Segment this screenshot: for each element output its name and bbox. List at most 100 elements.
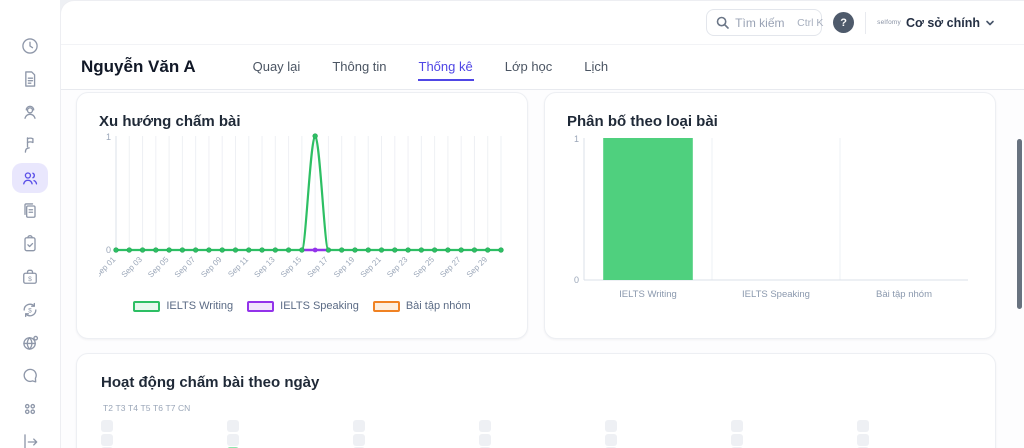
- heatmap-cell: [101, 433, 113, 446]
- weekday-label: T5: [140, 403, 151, 413]
- tab-thong-ke[interactable]: Thống kê: [417, 54, 474, 81]
- svg-text:Sep 17: Sep 17: [306, 255, 331, 280]
- weekday-label: T3: [115, 403, 126, 413]
- activity-heatmap-card: Hoạt động chấm bài theo ngày T2 T3 T4 T5 T6 T…: [76, 353, 996, 448]
- svg-text:Sep 13: Sep 13: [252, 255, 277, 280]
- tab-lop-hoc[interactable]: Lớp học: [504, 58, 553, 74]
- globe-gear-icon[interactable]: [12, 333, 48, 353]
- svg-text:Sep 25: Sep 25: [412, 255, 437, 280]
- page-title: Nguyễn Văn A: [81, 57, 196, 76]
- svg-text:Sep 27: Sep 27: [438, 255, 463, 280]
- clipboard-check-icon[interactable]: [12, 234, 48, 254]
- trend-chart-card: Xu hướng chấm bài 1 0 Sep 01 Sep 03 Sep 05 Se…: [76, 92, 528, 339]
- top-header: Ctrl K ? selfomy Cơ sở chính: [61, 1, 1024, 45]
- heatmap-cell: [731, 433, 743, 446]
- weekday-label: T6: [153, 403, 163, 413]
- brand-logo: selfomy: [877, 19, 901, 26]
- logout-icon[interactable]: [12, 432, 48, 448]
- legend-label: IELTS Speaking: [280, 300, 359, 312]
- help-button[interactable]: ?: [833, 12, 855, 33]
- chevron-down-icon: [986, 20, 994, 25]
- svg-text:Sep 23: Sep 23: [385, 255, 410, 280]
- activity-heatmap-title: Hoạt động chấm bài theo ngày: [101, 374, 320, 391]
- org-selector-label: Cơ sở chính: [905, 15, 980, 30]
- svg-text:$: $: [28, 307, 32, 314]
- svg-text:IELTS Speaking: IELTS Speaking: [742, 289, 810, 300]
- weekday-label: T7: [165, 403, 176, 413]
- search-input[interactable]: [735, 15, 792, 30]
- heatmap-cell: [605, 420, 617, 432]
- tabs-row: Nguyễn Văn A Quay lại Thông tin Thống kê…: [61, 45, 1024, 90]
- distribution-chart-card: Phân bố theo loại bài 1 0 IELTS Writing IEL…: [544, 92, 996, 339]
- heatmap-column: [857, 420, 869, 448]
- org-selector[interactable]: selfomy Cơ sở chính: [877, 16, 995, 30]
- tab-quay-lai[interactable]: Quay lại: [252, 58, 301, 74]
- briefcase-dollar-icon[interactable]: $: [12, 267, 48, 287]
- sidebar: $ $: [0, 0, 60, 448]
- weekday-label: CN: [178, 403, 191, 413]
- heatmap-column: [605, 420, 617, 448]
- legend-item[interactable]: Bài tập nhóm: [372, 300, 471, 312]
- heatmap-cell: [605, 433, 617, 446]
- svg-text:Sep 19: Sep 19: [332, 255, 357, 280]
- svg-text:$: $: [28, 276, 32, 283]
- legend-swatch: [133, 300, 161, 312]
- legend-label: IELTS Writing: [166, 300, 234, 312]
- heatmap-cell: [227, 420, 239, 432]
- svg-text:Sep 07: Sep 07: [173, 255, 198, 280]
- header-divider: [865, 11, 867, 34]
- heatmap-column: [353, 420, 365, 448]
- heatmap-cell: [227, 433, 239, 446]
- heatmap-cell: [479, 433, 491, 446]
- money-rotate-icon[interactable]: $: [12, 300, 48, 320]
- heatmap-cell: [479, 420, 491, 432]
- heatmap-cell: [101, 420, 113, 432]
- trend-line-chart: 1 0 Sep 01 Sep 03 Sep 05 Sep 07 Sep 09 Sep 11 Se…: [93, 130, 505, 299]
- svg-text:Sep 21: Sep 21: [359, 255, 384, 280]
- weekday-label: T2: [103, 403, 113, 413]
- search-box[interactable]: Ctrl K: [706, 9, 824, 36]
- svg-text:Sep 15: Sep 15: [279, 255, 304, 280]
- page-body: Xu hướng chấm bài 1 0 Sep 01 Sep 03 Sep 05 Se…: [61, 90, 1024, 448]
- weekday-label: T4: [128, 403, 138, 413]
- weekday-labels: T2 T3 T4 T5 T6 T7 CN: [103, 403, 971, 414]
- clock-icon[interactable]: [12, 36, 48, 56]
- heatmap-column: [227, 420, 239, 448]
- users-icon[interactable]: [12, 163, 48, 193]
- svg-text:Bài tập nhóm: Bài tập nhóm: [876, 289, 932, 300]
- svg-text:Sep 03: Sep 03: [120, 255, 145, 280]
- distribution-bar-chart: 1 0 IELTS Writing IELTS Speaking Bài tập nhó…: [567, 130, 973, 311]
- svg-text:1: 1: [106, 132, 111, 142]
- legend-label: Bài tập nhóm: [405, 300, 471, 312]
- heatmap-column: [479, 420, 491, 448]
- svg-text:Sep 11: Sep 11: [226, 255, 250, 279]
- svg-text:Sep 09: Sep 09: [199, 255, 224, 280]
- tab-thong-tin[interactable]: Thông tin: [332, 58, 387, 74]
- tab-lich[interactable]: Lịch: [584, 58, 609, 74]
- svg-text:Sep 05: Sep 05: [146, 255, 171, 280]
- heatmap-cell: [353, 433, 365, 446]
- heatmap-cell: [857, 420, 869, 432]
- vertical-scrollbar-thumb[interactable]: [1017, 139, 1022, 309]
- trend-chart-title: Xu hướng chấm bài: [99, 113, 241, 130]
- svg-text:Sep 29: Sep 29: [465, 255, 490, 280]
- chat-icon[interactable]: [12, 366, 48, 386]
- apps-grid-icon[interactable]: [12, 399, 48, 419]
- svg-text:Sep 01: Sep 01: [99, 255, 118, 280]
- legend-item[interactable]: IELTS Writing: [133, 300, 233, 312]
- heatmap-cell: [731, 420, 743, 432]
- legend-item[interactable]: IELTS Speaking: [247, 300, 359, 312]
- svg-text:IELTS Writing: IELTS Writing: [619, 289, 677, 300]
- heatmap-cell: [353, 420, 365, 432]
- document-note-icon[interactable]: [12, 69, 48, 89]
- heatmap-column: [731, 420, 743, 448]
- distribution-chart-title: Phân bố theo loại bài: [567, 113, 718, 130]
- search-shortcut: Ctrl K: [797, 16, 824, 29]
- search-icon: [716, 16, 729, 29]
- user-headset-icon[interactable]: [12, 102, 48, 122]
- svg-text:0: 0: [106, 245, 111, 255]
- documents-icon[interactable]: [12, 201, 48, 221]
- hand-flag-icon[interactable]: [12, 135, 48, 155]
- svg-text:0: 0: [574, 275, 579, 285]
